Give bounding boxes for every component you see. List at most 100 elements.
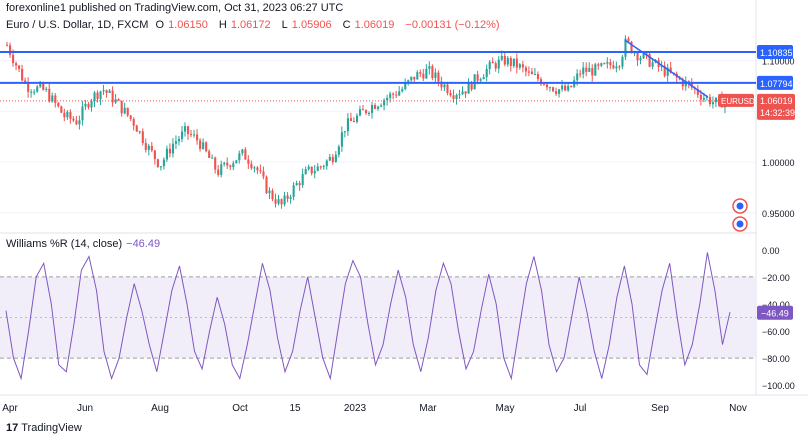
- williams-r-tick-label: −80.00: [762, 354, 790, 364]
- candle-body: [229, 165, 232, 168]
- candle: [349, 112, 353, 122]
- candle: [292, 181, 295, 201]
- candle: [147, 143, 150, 156]
- candle-body: [600, 63, 603, 66]
- candle-body: [533, 74, 537, 76]
- candle-body: [244, 149, 247, 160]
- candle-body: [455, 95, 458, 99]
- candle-body: [280, 199, 283, 205]
- candle-body: [33, 91, 36, 93]
- horizontal-level-label: 1.10835: [760, 48, 793, 58]
- candle: [183, 122, 187, 137]
- candle-body: [60, 106, 63, 113]
- candle-body: [591, 68, 594, 76]
- candle-body: [374, 105, 377, 109]
- candle-body: [90, 101, 93, 108]
- candle: [235, 160, 238, 164]
- candle: [33, 89, 36, 96]
- tradingview-footer[interactable]: 17 TradingView: [6, 422, 82, 434]
- candle-body: [542, 84, 546, 86]
- candle-body: [494, 63, 497, 69]
- candle-body: [292, 185, 295, 198]
- candle: [48, 83, 51, 103]
- candle-body: [515, 58, 518, 68]
- candle: [545, 82, 549, 91]
- candle: [416, 70, 419, 80]
- candle-body: [470, 82, 473, 90]
- candle-body: [84, 103, 87, 107]
- candle: [250, 160, 253, 170]
- x-tick-label: Sep: [651, 403, 669, 414]
- candle: [162, 157, 165, 170]
- candle: [443, 82, 446, 92]
- candle: [262, 166, 265, 180]
- candle: [352, 117, 356, 123]
- candle: [358, 105, 362, 117]
- candle: [217, 165, 220, 177]
- candle-body: [482, 77, 485, 80]
- close-value: 1.06019: [354, 19, 395, 31]
- current-price-badge: [757, 93, 795, 120]
- candle-body: [259, 170, 262, 172]
- candle: [536, 71, 540, 82]
- price-tick-label: 1.10000: [762, 56, 795, 66]
- candle: [518, 63, 521, 70]
- williams-r-tick-label: −40.00: [762, 300, 790, 310]
- candle-body: [669, 67, 672, 73]
- price-tick-label: 0.95000: [762, 209, 795, 219]
- candle-body: [304, 169, 307, 175]
- candle-body: [190, 133, 193, 135]
- candle: [153, 150, 156, 165]
- candle-body: [627, 38, 630, 42]
- current-price-label: 1.06019: [760, 96, 793, 106]
- candle: [45, 86, 48, 92]
- candle-body: [81, 106, 84, 121]
- candle-body: [129, 115, 132, 119]
- candle-body: [144, 143, 147, 150]
- candle-body: [117, 99, 120, 101]
- candle: [361, 104, 365, 111]
- candle-body: [108, 90, 111, 93]
- candle: [232, 160, 235, 171]
- williams-r-tick-label: 0.00: [762, 246, 780, 256]
- candle-body: [283, 195, 286, 205]
- high-label: H: [218, 19, 227, 31]
- candle: [132, 117, 135, 131]
- candle: [355, 113, 359, 124]
- candle: [374, 102, 377, 110]
- candle: [18, 65, 21, 72]
- candle: [458, 89, 461, 99]
- candle: [600, 62, 603, 68]
- candle: [265, 175, 268, 195]
- candle: [220, 160, 223, 178]
- candle-body: [256, 167, 259, 171]
- candle: [455, 93, 458, 105]
- candle-body: [78, 120, 81, 125]
- x-tick-label: Jun: [77, 403, 93, 414]
- candle-body: [39, 83, 42, 87]
- candle-body: [422, 73, 425, 79]
- candle: [609, 58, 612, 70]
- williams-r-title: Williams %R (14, close): [6, 238, 123, 250]
- candle-body: [274, 199, 277, 204]
- candle-body: [395, 94, 398, 96]
- candle-body: [524, 67, 527, 72]
- candle: [533, 68, 537, 76]
- candle-body: [171, 143, 175, 154]
- x-tick-label: Nov: [729, 403, 747, 414]
- candle-body: [561, 85, 564, 90]
- symbol-badge-label: EURUSD: [721, 97, 755, 106]
- candle-body: [277, 199, 280, 204]
- candle: [331, 154, 334, 165]
- candle-body: [567, 85, 570, 91]
- candle: [66, 109, 69, 120]
- candle-body: [24, 80, 27, 83]
- candle-body: [383, 100, 386, 106]
- candle-body: [552, 87, 555, 92]
- williams-r-band: [0, 276, 756, 359]
- candle: [645, 53, 648, 60]
- candle: [594, 62, 597, 76]
- candle-body: [358, 109, 362, 116]
- candle: [307, 164, 310, 171]
